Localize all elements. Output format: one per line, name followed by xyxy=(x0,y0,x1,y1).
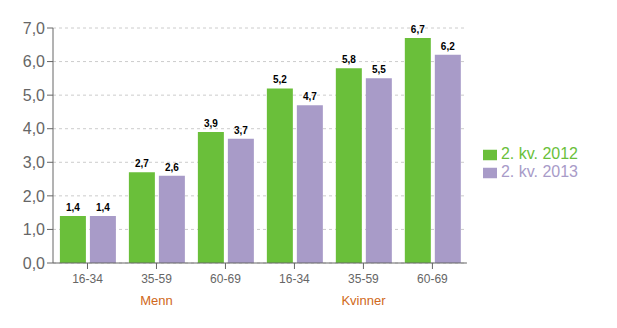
svg-text:2,0: 2,0 xyxy=(23,188,45,205)
svg-text:16-34: 16-34 xyxy=(279,272,310,286)
svg-text:3,7: 3,7 xyxy=(234,125,248,136)
svg-text:60-69: 60-69 xyxy=(417,272,448,286)
svg-text:35-59: 35-59 xyxy=(348,272,379,286)
svg-text:Kvinner: Kvinner xyxy=(341,293,386,308)
svg-text:5,0: 5,0 xyxy=(23,87,45,104)
svg-text:3,0: 3,0 xyxy=(23,154,45,171)
svg-text:4,7: 4,7 xyxy=(303,91,317,102)
svg-text:6,2: 6,2 xyxy=(441,41,455,52)
svg-text:6,0: 6,0 xyxy=(23,53,45,70)
svg-text:0,0: 0,0 xyxy=(23,255,45,272)
svg-text:5,8: 5,8 xyxy=(342,54,356,65)
svg-text:Menn: Menn xyxy=(140,293,173,308)
svg-text:60-69: 60-69 xyxy=(210,272,241,286)
svg-text:3,9: 3,9 xyxy=(204,118,218,129)
svg-text:1,0: 1,0 xyxy=(23,221,45,238)
svg-text:35-59: 35-59 xyxy=(141,272,172,286)
svg-text:1,4: 1,4 xyxy=(66,202,80,213)
html-text:2. kv. 2012: 2. kv. 2012 xyxy=(500,145,578,162)
svg-text:1,4: 1,4 xyxy=(96,202,110,213)
svg-text:2,7: 2,7 xyxy=(135,158,149,169)
svg-text:16-34: 16-34 xyxy=(72,272,103,286)
svg-text:2,6: 2,6 xyxy=(165,162,179,173)
svg-text:6,7: 6,7 xyxy=(411,24,425,35)
svg-text:7,0: 7,0 xyxy=(23,20,45,37)
svg-text:5,2: 5,2 xyxy=(273,74,287,85)
svg-text:4,0: 4,0 xyxy=(23,120,45,137)
svg-text:5,5: 5,5 xyxy=(372,64,386,75)
html-text:2. kv. 2013: 2. kv. 2013 xyxy=(500,163,578,180)
